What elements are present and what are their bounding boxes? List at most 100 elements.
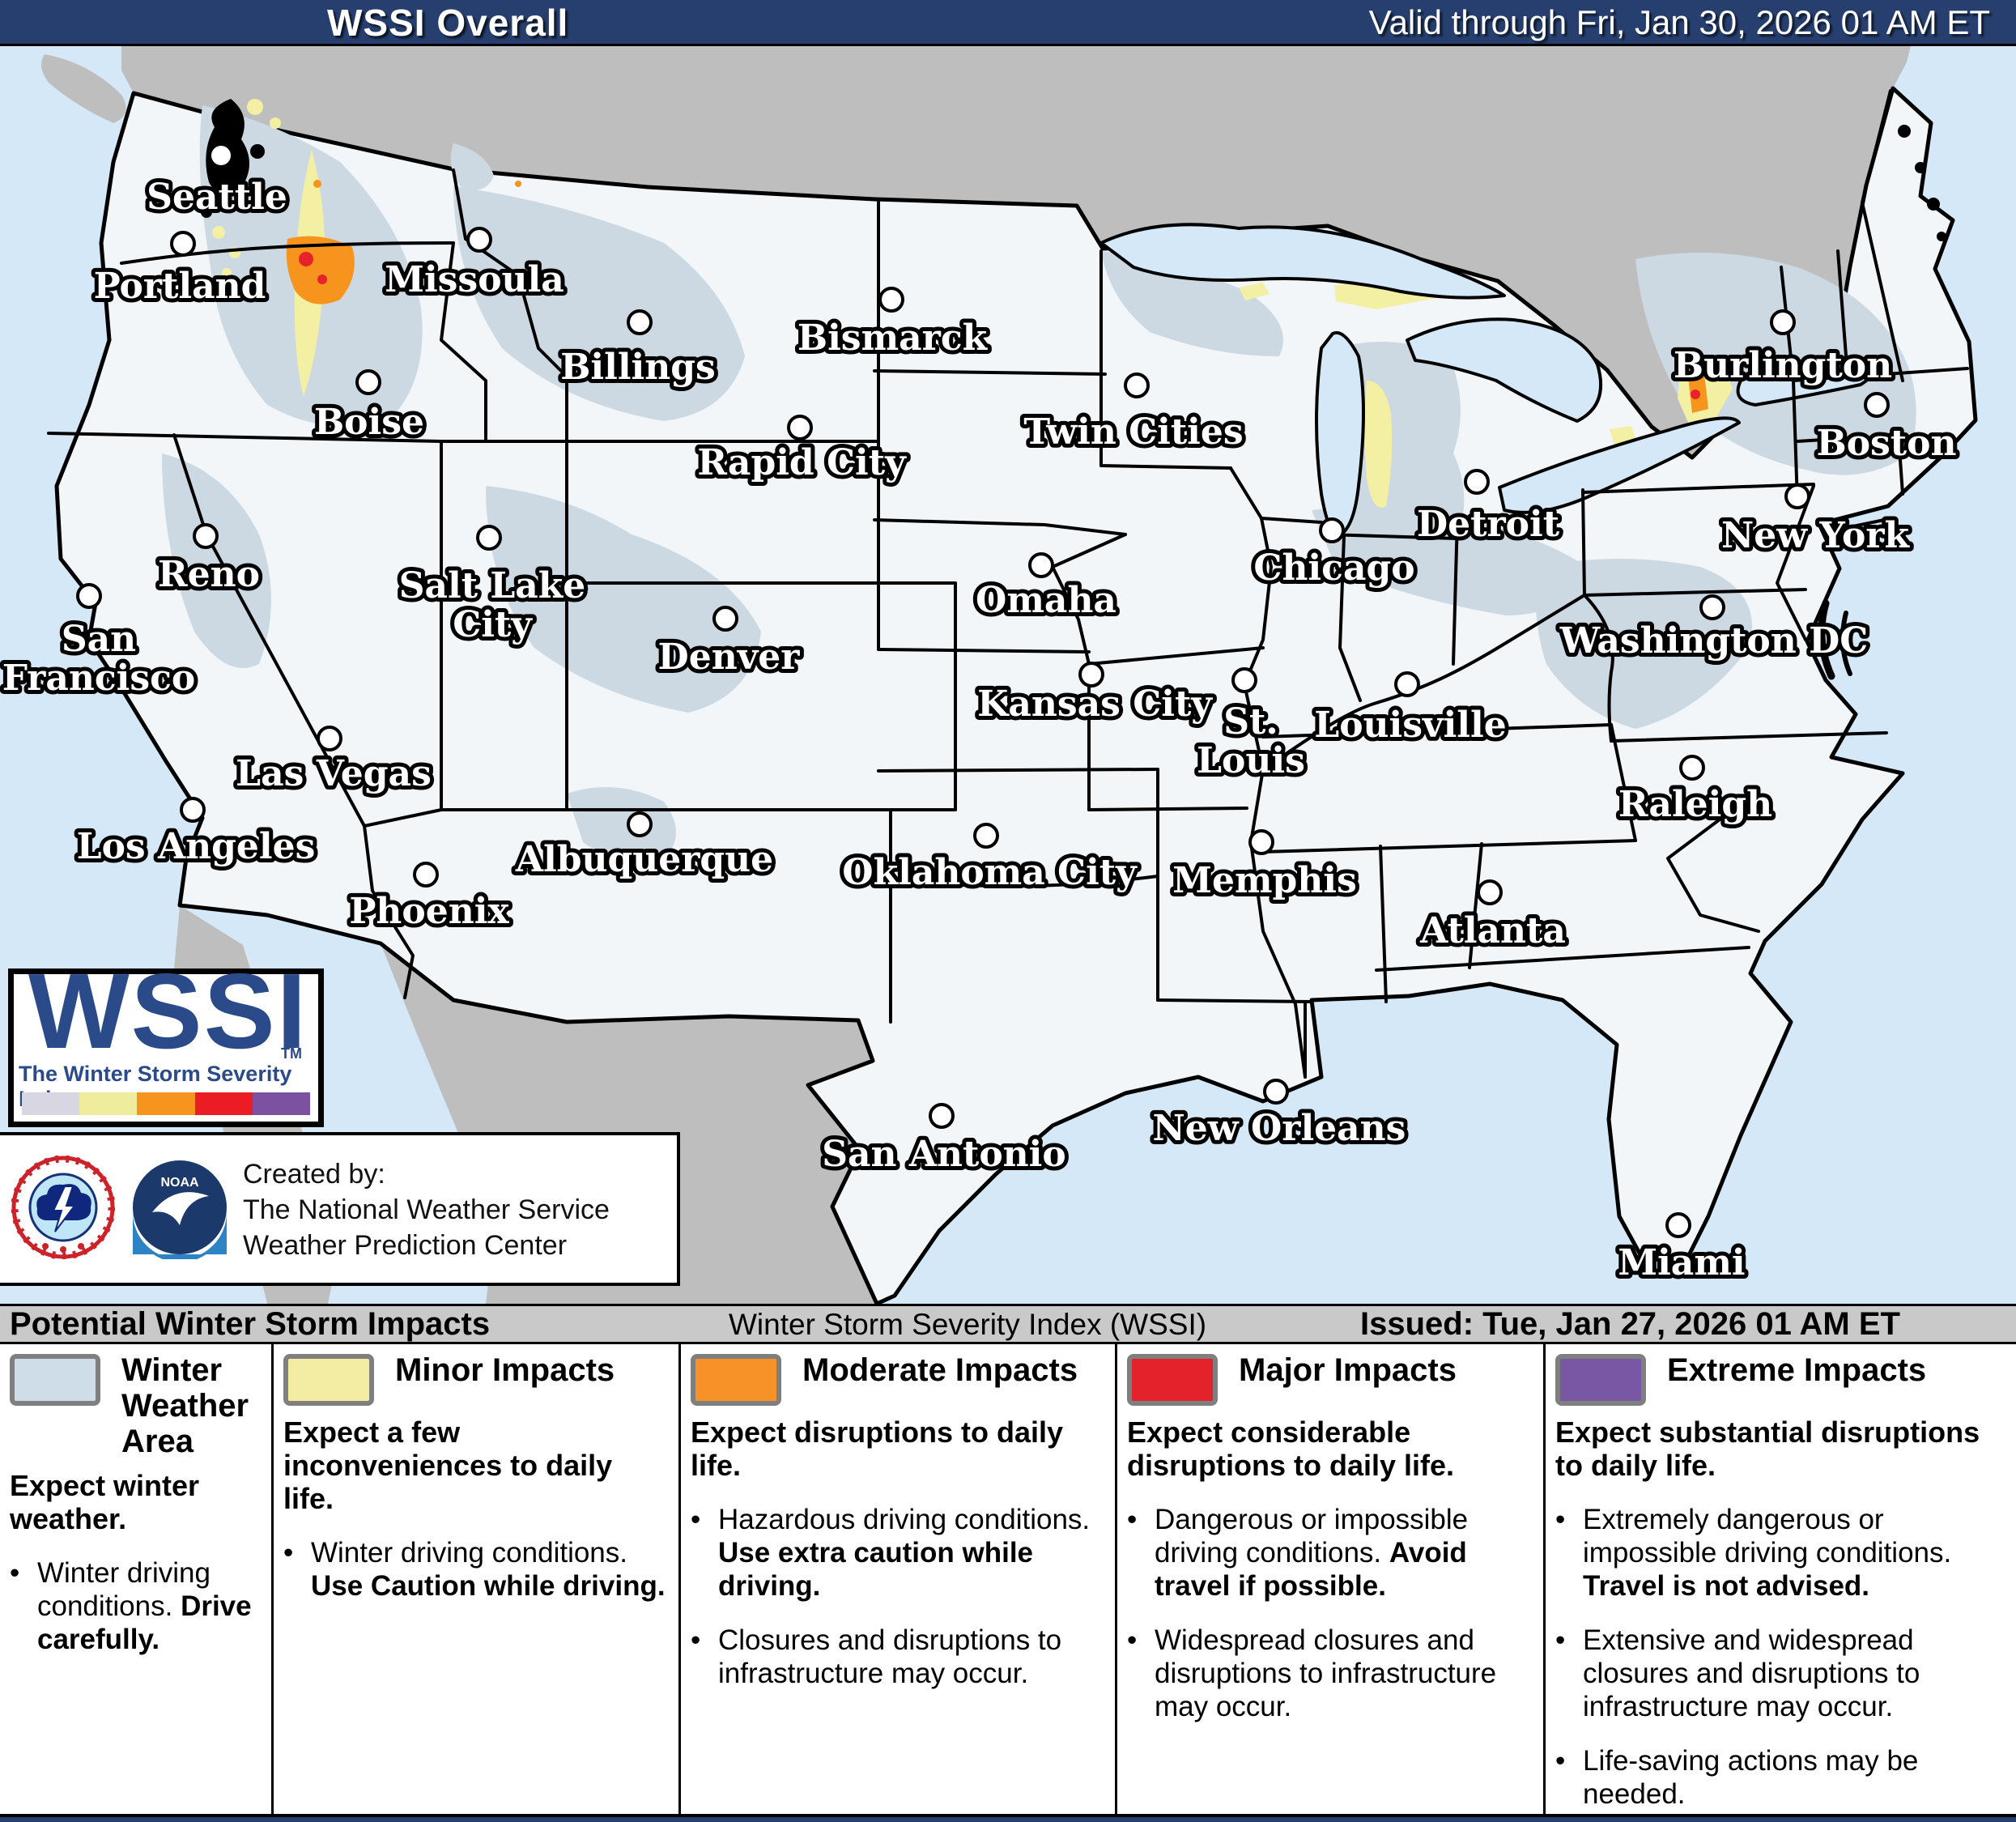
svg-text:NOAA: NOAA (160, 1176, 199, 1190)
city-label: New York (1721, 515, 1911, 556)
city-albuquerque: Albuquerque (511, 811, 777, 884)
minor-impacts-bullet-0: • Winter driving conditions. Use Caution … (283, 1537, 666, 1602)
city-marker (193, 523, 219, 549)
lake-erie (1498, 416, 1741, 514)
minor-impacts-lead: Expect a few inconveniences to daily lif… (283, 1415, 613, 1515)
city-label: Burlington (1674, 345, 1892, 386)
city-marker (1394, 671, 1420, 697)
city-label: Oklahoma City (842, 852, 1138, 893)
city-marker (1477, 879, 1503, 905)
us-wssi-map: Seattle Portland Missoula Billings Bismarck T… (0, 46, 2016, 1306)
city-label: Louisville (1314, 705, 1506, 746)
extreme-impacts-title: Extreme Impacts (1667, 1352, 1927, 1388)
city-label: Rapid City (697, 442, 907, 483)
legend-bar-title: Potential Winter Storm Impacts (10, 1306, 491, 1342)
city-label: New Orleans (1153, 1108, 1406, 1149)
city-washington-dc: Washington DC (1555, 594, 1872, 666)
city-memphis: Memphis (1168, 829, 1361, 905)
valid-through-text: Valid through Fri, Jan 30, 2026 01 AM ET (1368, 3, 1990, 41)
city-marker (1248, 829, 1274, 855)
extreme-impacts-bullet-2: • Life-saving actions may be needed. (1555, 1745, 1919, 1810)
city-marker (476, 525, 502, 551)
major-impacts-title: Major Impacts (1239, 1352, 1457, 1388)
city-label: Miami (1618, 1242, 1745, 1283)
city-marker (1078, 662, 1104, 688)
city-marker (1770, 309, 1796, 335)
city-label: Denver (658, 636, 801, 678)
legend-column-extreme-impacts: Extreme Impacts Expect substantial disrup… (1543, 1344, 2016, 1814)
city-label: Washington DC (1559, 620, 1869, 662)
city-reno: Reno (154, 523, 264, 599)
city-marker (180, 797, 206, 823)
city-label: Kansas City (977, 683, 1213, 725)
major-impacts-swatch (1127, 1354, 1218, 1406)
city-marker (317, 726, 342, 751)
moderate-impacts-title: Moderate Impacts (802, 1352, 1078, 1388)
nws-logo-icon (11, 1156, 115, 1259)
city-marker (712, 606, 738, 632)
city-label: Chicago (1253, 547, 1414, 589)
moderate-impacts-bullet-0: • Hazardous driving conditions. Use extra… (691, 1504, 1091, 1602)
legend-column-major-impacts: Major Impacts Expect considerable disrupt… (1115, 1344, 1543, 1814)
city-label: Omaha (976, 580, 1116, 621)
footer-strip (0, 1817, 2016, 1822)
city-label: Bismarck (797, 317, 989, 359)
city-denver: Denver (654, 606, 804, 682)
city-label: Reno (158, 554, 260, 595)
city-marker (627, 811, 653, 837)
page-title: WSSI Overall (327, 2, 569, 44)
major-impact-areas (299, 252, 1700, 399)
city-new-orleans: New Orleans (1149, 1079, 1410, 1153)
city-marker (208, 143, 234, 168)
cities-layer: Seattle Portland Missoula Billings Bismarck T… (0, 143, 1960, 1288)
city-rapid-city: Rapid City (693, 415, 911, 487)
city-burlington: Burlington (1669, 309, 1896, 390)
city-detroit: Detroit (1413, 469, 1564, 549)
footer-divider (0, 1814, 2016, 1817)
city-boston: Boston (1813, 392, 1960, 468)
city-marker (1665, 1212, 1691, 1238)
city-label: St. Louis (1197, 701, 1305, 781)
city-miami: Miami (1614, 1212, 1750, 1288)
city-new-york: New York (1717, 483, 1915, 560)
major-impacts-bullet-0: • Dangerous or impossible driving conditi… (1127, 1504, 1469, 1602)
city-label: Portland (94, 266, 266, 307)
city-marker (1231, 667, 1257, 693)
legend-column-minor-impacts: Minor Impacts Expect a few inconveniences… (271, 1344, 678, 1814)
wssi-scale-segment-0 (22, 1092, 80, 1115)
city-missoula: Missoula (381, 227, 568, 304)
coastline-detail (201, 99, 1946, 241)
moderate-impacts-lead: Expect disruptions to daily life. (691, 1415, 1064, 1482)
city-louisville: Louisville (1310, 671, 1511, 750)
credit-line-2: The National Weather Service (243, 1194, 610, 1225)
wssi-logo-trademark: TM (281, 1045, 302, 1062)
noaa-logo-icon: NOAA (130, 1157, 230, 1259)
city-billings: Billings (556, 309, 720, 392)
city-salt-lake-city: Salt Lake City (395, 525, 589, 649)
city-los-angeles: Los Angeles (73, 797, 319, 871)
moderate-impacts-bullet-1: • Closures and disruptions to infrastruct… (691, 1624, 1062, 1689)
city-marker (1679, 755, 1705, 781)
impact-legend: Winter Weather Area Expect winter weather… (0, 1344, 2016, 1814)
vancouver-island (41, 54, 126, 123)
credit-box: NOAA Created by: The National Weather Se… (0, 1132, 680, 1286)
wssi-scale-segment-1 (79, 1092, 138, 1115)
wssi-scale-segment-2 (137, 1092, 195, 1115)
city-phoenix: Phoenix (345, 862, 513, 936)
winter-weather-area-swatch (10, 1354, 100, 1406)
wssi-logo-acronym: WSSI (28, 951, 308, 1071)
city-label: Phoenix (349, 891, 509, 932)
city-san-antonio: San Antonio (818, 1103, 1070, 1179)
lake-michigan (1315, 330, 1365, 538)
major-impacts-bullet-1: • Widespread closures and disruptions to … (1127, 1624, 1497, 1722)
city-marker (929, 1103, 955, 1129)
city-label: Raleigh (1618, 784, 1772, 825)
state-boundaries (47, 89, 1969, 1079)
lake-huron (1406, 317, 1603, 423)
city-marker (413, 862, 439, 888)
moderate-impacts-swatch (691, 1354, 781, 1406)
city-marker (787, 415, 813, 441)
city-seattle: Seattle (142, 143, 291, 222)
lake-ontario (1736, 358, 1875, 407)
city-label: Boise (314, 402, 424, 443)
